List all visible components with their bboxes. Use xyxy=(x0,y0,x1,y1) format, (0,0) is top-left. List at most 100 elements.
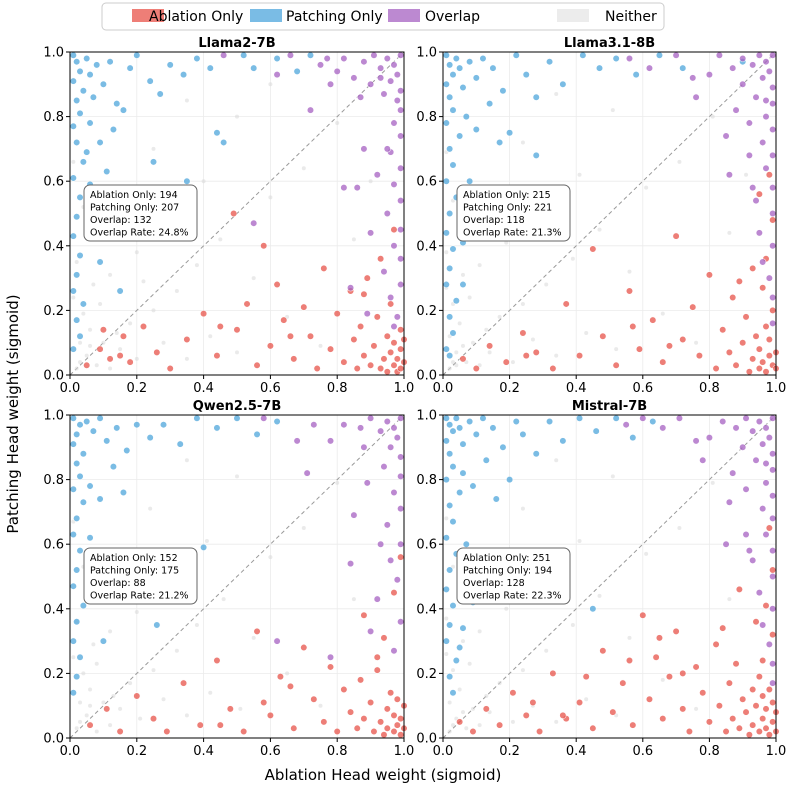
plot-frame xyxy=(69,414,405,739)
point-neither xyxy=(318,703,323,708)
point-neither xyxy=(108,629,113,634)
point-neither xyxy=(208,334,213,339)
point-ablation xyxy=(179,679,188,687)
point-neither xyxy=(268,82,273,87)
point-overlap xyxy=(622,421,630,429)
point-overlap xyxy=(752,456,760,464)
point-neither xyxy=(610,108,615,113)
point-patching xyxy=(492,495,500,503)
point-ablation xyxy=(216,322,224,331)
point-patching xyxy=(86,534,94,542)
y-tick-label: 0.4 xyxy=(43,239,64,254)
point-overlap xyxy=(363,310,371,318)
point-overlap xyxy=(755,417,763,426)
point-ablation xyxy=(532,348,540,356)
point-ablation xyxy=(149,715,158,723)
stats-line: Ablation Only: 215 xyxy=(463,190,551,201)
point-ablation xyxy=(765,335,773,344)
point-ablation xyxy=(755,727,763,736)
point-neither xyxy=(138,716,143,721)
point-ablation xyxy=(183,335,191,344)
point-patching xyxy=(69,414,77,422)
point-overlap xyxy=(739,80,747,88)
point-patching xyxy=(472,74,480,82)
series-overlap xyxy=(220,51,405,331)
point-patching xyxy=(119,488,128,497)
point-neither xyxy=(444,516,449,521)
point-ablation xyxy=(290,724,298,732)
point-patching xyxy=(133,421,141,429)
y-tick-label: 0.6 xyxy=(416,175,437,190)
point-patching xyxy=(449,106,457,114)
point-ablation xyxy=(370,727,378,736)
point-patching xyxy=(479,54,487,63)
point-overlap xyxy=(755,229,763,237)
point-patching xyxy=(273,54,281,63)
point-patching xyxy=(472,430,480,438)
point-neither xyxy=(148,506,153,511)
stats-line: Overlap: 118 xyxy=(463,215,525,226)
point-patching xyxy=(73,96,81,105)
point-patching xyxy=(442,177,450,185)
point-ablation xyxy=(659,358,667,366)
point-patching xyxy=(459,83,467,92)
point-overlap xyxy=(769,151,777,159)
point-ablation xyxy=(755,364,763,373)
point-overlap xyxy=(769,209,777,218)
point-overlap xyxy=(333,67,341,75)
point-patching xyxy=(452,54,460,63)
point-overlap xyxy=(752,93,760,101)
y-tick-label: 0.2 xyxy=(43,667,64,682)
point-ablation xyxy=(672,627,680,636)
series-patching-only xyxy=(442,51,747,360)
point-patching xyxy=(592,427,600,435)
point-neither xyxy=(457,321,462,326)
point-overlap xyxy=(765,640,773,648)
y-tick-label: 0.8 xyxy=(416,110,437,125)
point-ablation xyxy=(226,705,234,713)
point-neither xyxy=(218,237,223,242)
point-patching xyxy=(446,313,454,321)
point-neither xyxy=(114,331,119,336)
point-overlap xyxy=(675,414,684,422)
point-ablation xyxy=(522,352,530,360)
point-ablation xyxy=(679,705,687,713)
y-tick-label: 1.0 xyxy=(416,409,437,424)
point-patching xyxy=(559,80,567,88)
point-ablation xyxy=(739,339,747,347)
point-neither xyxy=(71,295,76,300)
point-neither xyxy=(71,655,76,660)
point-neither xyxy=(111,694,116,699)
point-overlap xyxy=(755,51,763,59)
point-ablation xyxy=(383,332,391,340)
point-neither xyxy=(554,91,559,96)
point-ablation xyxy=(133,692,141,700)
point-neither xyxy=(444,652,449,657)
point-ablation xyxy=(635,345,644,353)
point-patching xyxy=(462,540,470,548)
x-tick-label: 0.2 xyxy=(499,381,520,396)
point-overlap xyxy=(397,164,405,172)
point-neither xyxy=(335,480,340,485)
point-neither xyxy=(151,668,156,673)
point-overlap xyxy=(729,64,737,72)
x-tick-label: 0.8 xyxy=(327,744,348,759)
point-patching xyxy=(69,287,77,295)
point-overlap xyxy=(759,621,767,629)
point-neither xyxy=(520,668,525,673)
point-overlap xyxy=(397,540,405,548)
point-ablation xyxy=(103,705,111,713)
point-overlap xyxy=(769,51,777,59)
point-patching xyxy=(113,424,121,432)
point-overlap xyxy=(749,184,757,192)
point-ablation xyxy=(755,190,763,198)
point-patching xyxy=(206,64,214,72)
point-neither xyxy=(450,360,455,365)
point-neither xyxy=(84,353,89,358)
point-ablation xyxy=(765,352,773,360)
point-neither xyxy=(454,350,459,355)
point-overlap xyxy=(306,106,315,114)
point-neither xyxy=(161,340,166,345)
point-overlap xyxy=(397,87,405,95)
point-overlap xyxy=(625,54,634,63)
